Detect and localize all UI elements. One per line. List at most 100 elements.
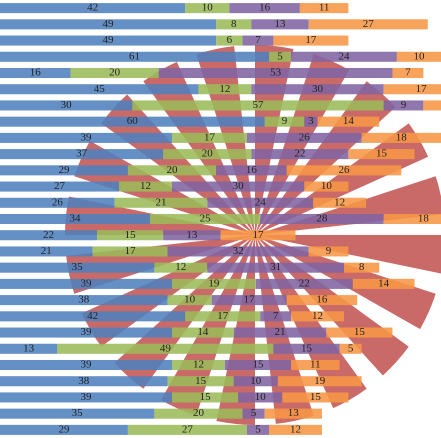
bar-segment bbox=[0, 327, 172, 338]
data-label: 21 bbox=[41, 245, 52, 257]
bar-segment bbox=[260, 213, 384, 225]
bar-segment bbox=[0, 84, 199, 95]
data-label: 14 bbox=[197, 326, 209, 338]
bar-segment bbox=[132, 100, 384, 111]
data-label: 17 bbox=[204, 131, 216, 143]
bar-segment bbox=[317, 116, 380, 127]
data-label: 13 bbox=[23, 342, 35, 354]
data-label: 38 bbox=[78, 375, 90, 387]
bar-segment bbox=[207, 197, 314, 208]
bar-segment bbox=[171, 278, 256, 289]
data-label: 49 bbox=[103, 34, 115, 46]
bar-segment bbox=[114, 197, 208, 208]
data-label: 22 bbox=[294, 148, 305, 160]
wedge bbox=[255, 235, 441, 274]
bar-segment bbox=[171, 181, 305, 192]
bar-segment bbox=[246, 132, 362, 143]
bar-segment bbox=[154, 408, 243, 419]
data-label: 7 bbox=[273, 310, 279, 322]
data-label: 10 bbox=[413, 50, 425, 62]
bar-segment bbox=[0, 376, 168, 387]
bar-segment bbox=[163, 149, 252, 160]
data-label: 15 bbox=[310, 391, 322, 403]
data-label: 27 bbox=[363, 18, 375, 30]
data-label: 16 bbox=[316, 294, 328, 306]
bar-segment bbox=[383, 100, 424, 111]
data-label: 10 bbox=[184, 294, 196, 306]
bar-segment bbox=[0, 392, 172, 403]
bar-segment bbox=[313, 197, 367, 208]
data-label: 26 bbox=[338, 164, 350, 176]
data-label: 18 bbox=[418, 213, 430, 225]
data-label: 22 bbox=[43, 229, 54, 241]
data-label: 35 bbox=[72, 407, 84, 419]
data-label: 17 bbox=[244, 294, 256, 306]
bar-segment bbox=[0, 67, 71, 79]
data-label: 3 bbox=[308, 115, 314, 127]
data-label: 25 bbox=[200, 213, 212, 225]
bar-segment bbox=[0, 100, 133, 111]
data-label: 30 bbox=[61, 99, 73, 111]
data-label: 16 bbox=[246, 164, 258, 176]
data-label: 49 bbox=[103, 18, 115, 30]
data-label: 9 bbox=[326, 245, 332, 257]
data-label: 12 bbox=[219, 83, 230, 95]
data-label: 28 bbox=[316, 213, 328, 225]
data-label: 35 bbox=[72, 261, 84, 273]
bar-segment bbox=[127, 424, 247, 435]
data-label: 10 bbox=[255, 391, 267, 403]
data-label: 15 bbox=[376, 148, 388, 160]
data-label: 39 bbox=[80, 277, 92, 289]
bar-segment bbox=[163, 230, 221, 241]
bar-segment bbox=[216, 165, 287, 176]
data-label: 53 bbox=[270, 67, 282, 79]
bar-segment bbox=[264, 408, 322, 419]
bar-segment bbox=[242, 408, 265, 419]
bar-segment bbox=[348, 149, 415, 160]
bar-segment bbox=[0, 424, 128, 435]
bar-segment bbox=[273, 35, 349, 46]
data-label: 31 bbox=[270, 261, 281, 273]
bar-segment bbox=[167, 246, 309, 257]
bar-segment bbox=[304, 116, 318, 127]
data-label: 20 bbox=[193, 407, 205, 419]
bar-segment bbox=[339, 343, 362, 354]
bar-segment bbox=[286, 295, 358, 306]
bar-segment bbox=[167, 295, 212, 306]
data-label: 15 bbox=[301, 342, 313, 354]
bar-segment bbox=[70, 67, 159, 79]
bar-segment bbox=[57, 343, 274, 354]
bar-segment bbox=[383, 213, 441, 225]
data-label: 57 bbox=[252, 99, 264, 111]
data-label: 17 bbox=[416, 83, 428, 95]
bar-segment bbox=[185, 311, 261, 322]
bar-segment bbox=[171, 392, 239, 403]
data-label: 7 bbox=[405, 67, 411, 79]
data-label: 15 bbox=[125, 229, 137, 241]
bar-segment bbox=[269, 424, 322, 435]
bar-segment bbox=[154, 262, 208, 273]
bar-segment bbox=[229, 3, 300, 14]
data-label: 61 bbox=[129, 50, 140, 62]
data-label: 39 bbox=[80, 131, 92, 143]
data-label: 11 bbox=[310, 359, 321, 371]
data-label: 5 bbox=[251, 407, 257, 419]
bar-segment bbox=[260, 311, 292, 322]
data-label: 60 bbox=[127, 115, 139, 127]
bar-segment bbox=[127, 165, 217, 176]
data-label: 17 bbox=[125, 245, 137, 257]
data-label: 20 bbox=[166, 164, 178, 176]
data-label: 29 bbox=[58, 423, 70, 435]
data-label: 5 bbox=[348, 342, 354, 354]
bar-segment bbox=[119, 181, 172, 192]
data-label: 21 bbox=[275, 326, 286, 338]
data-label: 30 bbox=[312, 83, 324, 95]
data-label: 27 bbox=[54, 180, 66, 192]
data-label: 20 bbox=[109, 67, 121, 79]
data-label: 42 bbox=[87, 310, 98, 322]
bar-segment bbox=[0, 149, 164, 160]
bar-segment bbox=[291, 359, 340, 371]
bar-segment bbox=[0, 262, 155, 273]
data-label: 16 bbox=[259, 2, 271, 14]
bar-segment bbox=[0, 278, 172, 289]
